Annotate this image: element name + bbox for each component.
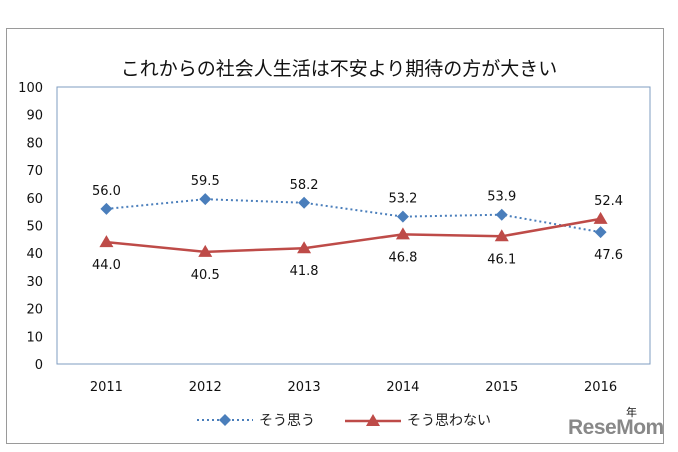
y-tick-label: 100 xyxy=(18,81,43,96)
x-tick-label: 2016 xyxy=(584,380,617,395)
legend-marker-diamond-icon xyxy=(197,414,253,426)
data-point-diamond xyxy=(594,226,607,239)
x-tick-label: 2013 xyxy=(288,380,321,395)
data-label: 44.0 xyxy=(92,258,121,273)
chart-title: これからの社会人生活は不安より期待の方が大きい xyxy=(120,58,558,80)
data-label: 41.8 xyxy=(290,264,319,279)
data-label: 46.1 xyxy=(487,252,516,267)
x-axis-unit-label: 年 xyxy=(626,406,637,419)
legend-label: そう思う xyxy=(259,413,315,429)
data-label: 47.6 xyxy=(594,248,623,263)
y-tick-label: 10 xyxy=(26,330,43,345)
y-tick-label: 90 xyxy=(26,109,43,124)
y-tick-label: 40 xyxy=(26,247,43,262)
data-point-diamond xyxy=(495,208,508,221)
x-tick-label: 2011 xyxy=(90,380,123,395)
data-point-diamond xyxy=(396,210,409,223)
legend-marker-triangle-icon xyxy=(345,414,401,426)
y-tick-label: 20 xyxy=(26,303,43,318)
data-label: 58.2 xyxy=(290,178,319,193)
y-tick-label: 80 xyxy=(26,136,43,151)
data-point-triangle xyxy=(99,235,114,248)
x-tick-label: 2015 xyxy=(485,380,518,395)
series-line-agree xyxy=(106,198,601,234)
data-point-triangle xyxy=(198,244,213,257)
watermark-logo: ReseMom xyxy=(568,416,664,439)
legend-label: そう思わない xyxy=(407,413,491,429)
y-tick-label: 60 xyxy=(26,192,43,207)
data-point-triangle xyxy=(297,241,312,254)
x-tick-label: 2012 xyxy=(189,380,222,395)
data-point-triangle xyxy=(593,211,608,224)
data-point-triangle xyxy=(395,227,410,240)
y-tick-label: 0 xyxy=(35,358,43,373)
data-label: 52.4 xyxy=(594,194,623,209)
data-label: 46.8 xyxy=(388,250,417,265)
y-tick-label: 70 xyxy=(26,164,43,179)
x-tick-label: 2014 xyxy=(386,380,419,395)
data-label: 56.0 xyxy=(92,184,121,199)
data-label: 40.5 xyxy=(191,268,220,283)
data-label: 53.2 xyxy=(388,192,417,207)
data-point-triangle xyxy=(494,229,509,242)
y-tick-label: 30 xyxy=(26,275,43,290)
y-tick-label: 50 xyxy=(26,220,43,235)
chart-frame xyxy=(6,28,664,444)
series-line-disagree xyxy=(106,217,601,254)
data-point-diamond xyxy=(199,193,212,206)
data-label: 59.5 xyxy=(191,174,220,189)
data-label: 53.9 xyxy=(487,190,516,205)
plot-area xyxy=(56,86,651,365)
legend-item-agree: そう思う xyxy=(195,410,315,430)
legend-item-disagree: そう思わない xyxy=(343,410,491,430)
data-point-diamond xyxy=(298,196,311,209)
data-point-diamond xyxy=(100,202,113,215)
legend: そう思う そう思わない xyxy=(195,410,491,430)
